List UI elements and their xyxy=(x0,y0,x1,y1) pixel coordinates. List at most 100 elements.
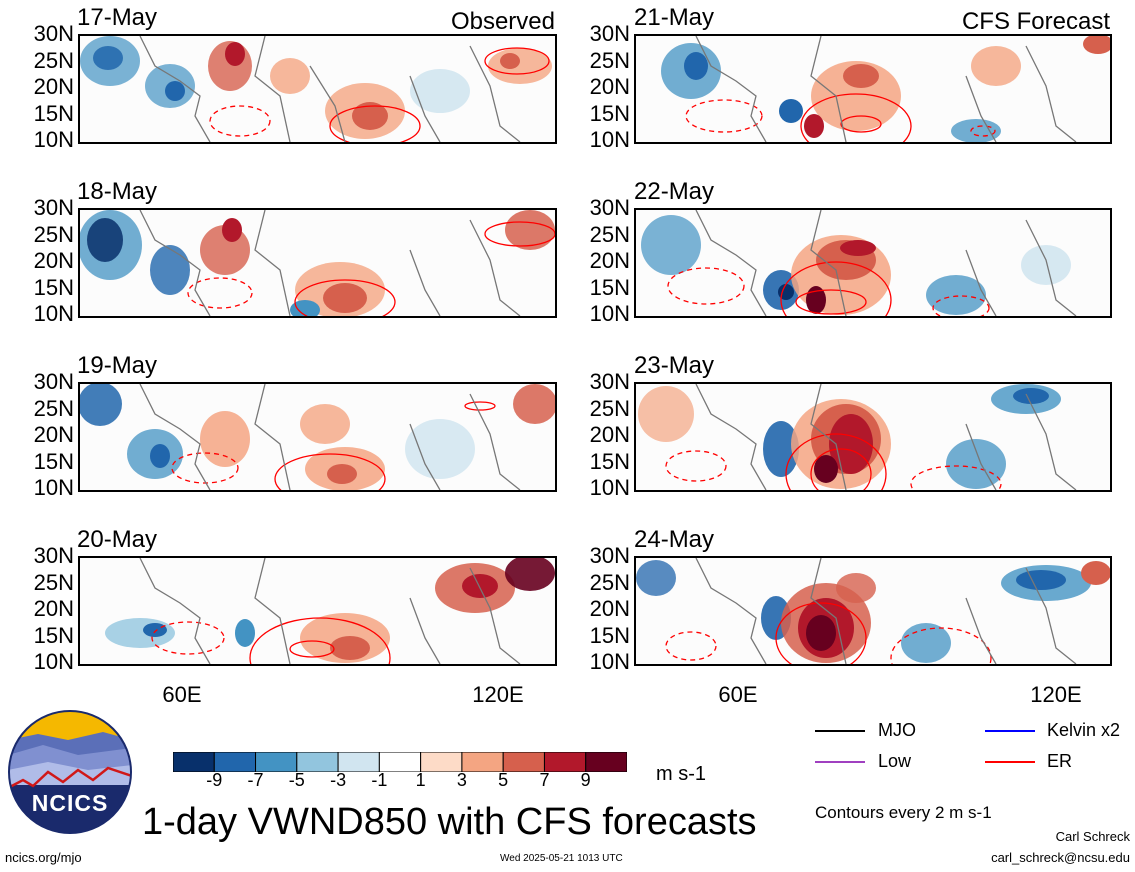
lat-tick-left-row3-1: 25N xyxy=(33,395,74,421)
colorbar-swatch-2 xyxy=(255,751,298,773)
colorbar-swatches xyxy=(172,751,628,773)
footer-email[interactable]: carl_schreck@ncsu.edu xyxy=(991,850,1130,865)
lat-tick-left-row3-4: 10N xyxy=(33,475,74,500)
legend-label-mjo: MJO xyxy=(878,720,916,740)
lat-tick-left-row2-1: 25N xyxy=(33,221,74,247)
map-observed-1-field xyxy=(80,36,555,142)
panel-date-forecast-1: 21-May xyxy=(634,4,715,31)
lon-tick-left-60e: 60E xyxy=(162,682,202,707)
lat-tick-left-row4-3: 15N xyxy=(33,622,74,648)
lat-tick-left-row2-4: 10N xyxy=(33,301,74,326)
observed-label: Observed xyxy=(450,8,555,35)
lat-tick-left-row2-3: 15N xyxy=(33,274,74,300)
lat-tick-right-row3-4: 10N xyxy=(589,475,630,500)
lat-tick-left-row2-0: 30N xyxy=(33,195,74,220)
lon-tick-right-120e: 120E xyxy=(1030,682,1082,707)
lat-tick-right-row1-0: 30N xyxy=(589,21,630,46)
footer-author: Carl Schreck xyxy=(1055,829,1130,844)
lat-tick-right-row3-2: 20N xyxy=(589,422,630,447)
lat-tick-right-row4-3: 15N xyxy=(589,622,630,648)
colorbar-swatch-9 xyxy=(543,751,587,773)
panel-date-observed-2: 18-May xyxy=(77,178,158,205)
colorbar-tick-7: 5 xyxy=(498,770,509,790)
lat-tick-left-row1-4: 10N xyxy=(33,127,74,152)
colorbar-swatch-1 xyxy=(213,751,257,773)
legend-swatch-mjo xyxy=(815,730,865,732)
colorbar-tick-3: -3 xyxy=(330,770,347,790)
lat-tick-left-row1-3: 15N xyxy=(33,100,74,126)
figure-title: 1-day VWND850 with CFS forecasts xyxy=(142,801,757,843)
lat-tick-right-row1-3: 15N xyxy=(589,100,630,126)
colorbar-tick-6: 3 xyxy=(456,770,467,790)
lon-tick-right-60e: 60E xyxy=(718,682,758,707)
map-forecast-2-field xyxy=(636,210,1110,316)
lat-tick-right-row2-1: 25N xyxy=(589,221,630,247)
colorbar-swatch-10 xyxy=(585,751,628,773)
lat-tick-right-row2-2: 20N xyxy=(589,248,630,273)
lat-tick-right-row2-0: 30N xyxy=(589,195,630,220)
panel-date-observed-3: 19-May xyxy=(77,352,158,379)
map-forecast-1-field xyxy=(636,36,1110,142)
legend-label-kelvin: Kelvin x2 xyxy=(1047,720,1121,740)
legend-swatch-kelvin xyxy=(985,730,1035,732)
lat-tick-right-row3-3: 15N xyxy=(589,448,630,474)
map-observed-3 xyxy=(78,382,557,492)
colorbar-swatch-6 xyxy=(420,751,463,773)
map-observed-4 xyxy=(78,556,557,666)
panel-date-forecast-4: 24-May xyxy=(634,526,715,553)
lat-tick-right-row3-1: 25N xyxy=(589,395,630,421)
footer-timestamp: Wed 2025-05-21 1013 UTC xyxy=(500,853,623,864)
colorbar-swatch-3 xyxy=(296,751,339,773)
legend-swatch-low xyxy=(815,761,865,763)
colorbar-tick-4: -1 xyxy=(371,770,388,790)
lat-tick-left-row4-2: 20N xyxy=(33,596,74,621)
colorbar-swatch-8 xyxy=(502,751,545,773)
colorbar-tick-1: -7 xyxy=(247,770,264,790)
colorbar-units: m s-1 xyxy=(656,763,706,785)
colorbar-tick-9: 9 xyxy=(580,770,591,790)
colorbar-swatch-5 xyxy=(378,751,422,773)
colorbar-tick-0: -9 xyxy=(206,770,223,790)
contour-note: Contours every 2 m s-1 xyxy=(815,803,992,822)
lat-tick-right-row4-0: 30N xyxy=(589,543,630,568)
colorbar-swatch-0 xyxy=(172,751,215,773)
lat-tick-left-row3-3: 15N xyxy=(33,448,74,474)
ncics-logo-text: NCICS xyxy=(31,790,109,816)
colorbar-swatch-4 xyxy=(337,751,380,773)
lat-tick-left-row1-0: 30N xyxy=(33,21,74,46)
panel-date-forecast-2: 22-May xyxy=(634,178,715,205)
lat-tick-left-row4-0: 30N xyxy=(33,543,74,568)
colorbar-tick-5: 1 xyxy=(415,770,426,790)
map-forecast-2 xyxy=(634,208,1112,318)
lat-tick-right-row1-4: 10N xyxy=(589,127,630,152)
lat-tick-right-row1-2: 20N xyxy=(589,74,630,99)
map-observed-4-field xyxy=(80,558,555,664)
legend-label-low: Low xyxy=(878,751,912,771)
legend-swatch-er xyxy=(985,761,1035,763)
forecast-label: CFS Forecast xyxy=(961,8,1110,35)
map-forecast-4 xyxy=(634,556,1112,666)
lat-tick-left-row3-0: 30N xyxy=(33,369,74,394)
panel-date-forecast-3: 23-May xyxy=(634,352,715,379)
lat-tick-left-row3-2: 20N xyxy=(33,422,74,447)
lat-tick-right-row4-1: 25N xyxy=(589,569,630,595)
legend-label-er: ER xyxy=(1047,751,1073,771)
colorbar xyxy=(172,751,628,773)
map-forecast-1 xyxy=(634,34,1112,144)
map-observed-2-field xyxy=(80,210,555,316)
lat-tick-right-row1-1: 25N xyxy=(589,47,630,73)
lat-tick-left-row2-2: 20N xyxy=(33,248,74,273)
lat-tick-right-row2-3: 15N xyxy=(589,274,630,300)
lat-tick-left-row1-2: 20N xyxy=(33,74,74,99)
map-observed-3-field xyxy=(80,384,555,490)
lat-tick-left-row4-1: 25N xyxy=(33,569,74,595)
footer-website[interactable]: ncics.org/mjo xyxy=(5,850,82,865)
lon-tick-left-120e: 120E xyxy=(472,682,524,707)
lat-tick-left-row4-4: 10N xyxy=(33,649,74,674)
lat-tick-right-row3-0: 30N xyxy=(589,369,630,394)
map-forecast-3 xyxy=(634,382,1112,492)
ncics-logo-graphic xyxy=(8,710,132,834)
map-forecast-3-field xyxy=(636,384,1110,490)
lat-tick-right-row4-4: 10N xyxy=(589,649,630,674)
map-observed-2 xyxy=(78,208,557,318)
